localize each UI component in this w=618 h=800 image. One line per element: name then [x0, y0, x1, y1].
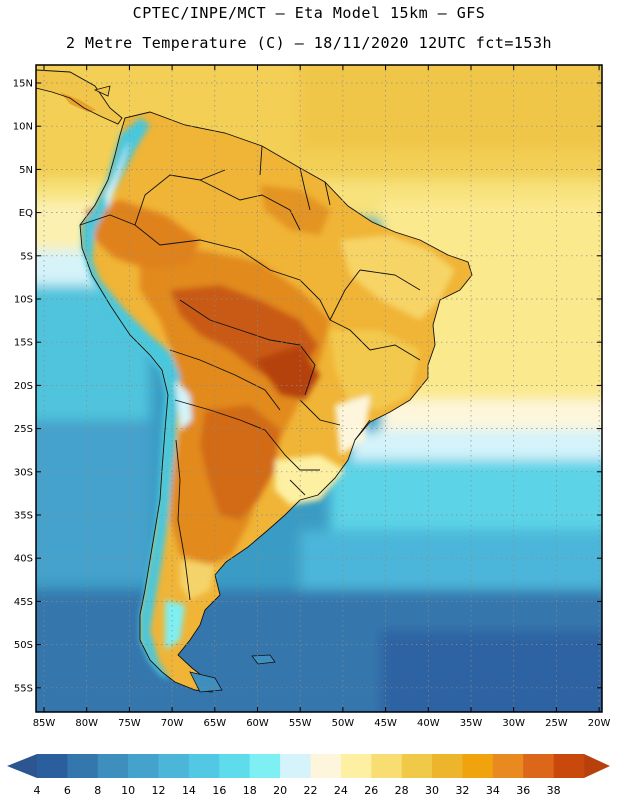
- land-temperature-patches: [82, 118, 455, 680]
- lat-label: 50S: [14, 640, 33, 651]
- lon-label: 35W: [460, 718, 483, 729]
- colorbar-swatch: [401, 754, 433, 778]
- borders: [36, 69, 473, 693]
- map-frame: [35, 64, 603, 713]
- lat-label: 10N: [13, 122, 33, 133]
- colorbar-label: 30: [425, 784, 439, 797]
- colorbar-label: 4: [34, 784, 41, 797]
- lon-label: 55W: [289, 718, 312, 729]
- lon-label: 80W: [75, 718, 98, 729]
- colorbar-swatch: [492, 754, 524, 778]
- lon-label: 70W: [161, 718, 184, 729]
- colorbar-label: 32: [455, 784, 469, 797]
- colorbar-swatch: [462, 754, 494, 778]
- colorbar-swatch: [128, 754, 159, 778]
- title-line-1: CPTEC/INPE/MCT – Eta Model 15km – GFS: [132, 4, 486, 22]
- colorbar-label: 16: [212, 784, 226, 797]
- lat-label: 20S: [14, 381, 33, 392]
- lat-label: 5S: [20, 251, 33, 262]
- colorbar-under-arrow: [7, 754, 37, 778]
- lat-label: 55S: [14, 683, 33, 694]
- longitude-labels: 85W 80W 75W 70W 65W 60W 55W 50W 45W 40W 35W 30W 25W 2…: [33, 718, 611, 729]
- colorbar-swatch: [310, 754, 342, 778]
- colorbar-label: 34: [486, 784, 500, 797]
- lat-label: 15S: [14, 338, 33, 349]
- colorbar-swatch: [340, 754, 372, 778]
- lon-label: 75W: [118, 718, 141, 729]
- colorbar-swatch: [97, 754, 129, 778]
- tick-marks: [36, 65, 602, 712]
- colorbar-swatch: [432, 754, 463, 778]
- colorbar-swatch: [188, 754, 220, 778]
- colorbar-label: 28: [395, 784, 409, 797]
- colorbar-label: 26: [364, 784, 378, 797]
- colorbar-swatch: [523, 754, 554, 778]
- lon-label: 45W: [374, 718, 397, 729]
- colorbar-swatch: [280, 754, 311, 778]
- lat-label: 10S: [14, 295, 33, 306]
- lon-label: 65W: [203, 718, 226, 729]
- colorbar-swatch: [37, 754, 68, 778]
- colorbar-label: 22: [304, 784, 318, 797]
- lat-label: 25S: [14, 424, 33, 435]
- colorbar-label: 14: [182, 784, 196, 797]
- colorbar-label: 24: [334, 784, 348, 797]
- colorbar-label: 6: [64, 784, 71, 797]
- lat-label: 15N: [13, 79, 33, 90]
- colorbar-swatch: [158, 754, 190, 778]
- temperature-field: [36, 65, 602, 712]
- colorbar-label: 8: [94, 784, 101, 797]
- colorbar-label: 36: [516, 784, 530, 797]
- lon-label: 30W: [502, 718, 525, 729]
- colorbar-swatch: [553, 754, 585, 778]
- lat-label: 35S: [14, 511, 33, 522]
- colorbar-swatch: [249, 754, 281, 778]
- colorbar-label: 38: [547, 784, 561, 797]
- colorbar-label: 18: [243, 784, 257, 797]
- lat-label: 40S: [14, 554, 33, 565]
- colorbar-over-arrow: [584, 754, 610, 778]
- islands: [93, 85, 276, 693]
- lat-label: 5N: [19, 165, 33, 176]
- lon-label: 85W: [33, 718, 56, 729]
- lon-label: 20W: [588, 718, 611, 729]
- lat-label: EQ: [19, 208, 33, 219]
- lon-label: 50W: [332, 718, 355, 729]
- colorbar-swatch: [67, 754, 99, 778]
- lon-label: 60W: [246, 718, 269, 729]
- colorbar-label: 20: [273, 784, 287, 797]
- colorbar-swatch: [219, 754, 251, 778]
- colorbar-label: 12: [152, 784, 166, 797]
- lon-label: 40W: [417, 718, 440, 729]
- lat-label: 45S: [14, 597, 33, 608]
- lat-label: 30S: [14, 467, 33, 478]
- lon-label: 25W: [545, 718, 568, 729]
- title-line-2: 2 Metre Temperature (C) – 18/11/2020 12U…: [65, 34, 553, 52]
- colorbar-swatch: [371, 754, 402, 778]
- colorbar-label: 10: [121, 784, 135, 797]
- colorbar: 4 6 8 10 12 14 16 18 20 22 24 26 28 30 32 34 36 38: [7, 754, 610, 797]
- latitude-labels: 15N 10N 5N EQ 5S 10S 15S 20S 25S 30S 35S 40S 45S 50S 5…: [13, 79, 33, 695]
- central-america-landmass: [36, 70, 122, 124]
